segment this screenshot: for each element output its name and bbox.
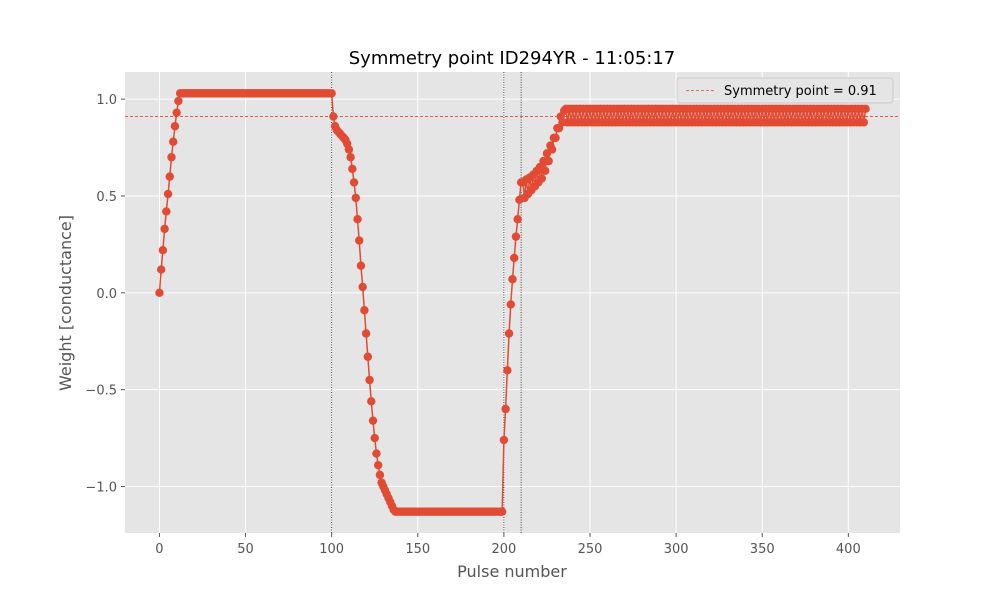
data-point: [346, 153, 355, 162]
data-point: [355, 236, 364, 245]
data-point: [373, 461, 383, 470]
grid-lines: [125, 72, 900, 533]
data-point: [499, 435, 509, 445]
data-point: [372, 449, 381, 458]
vertical-markers: [331, 72, 522, 533]
data-point: [513, 215, 522, 224]
x-tick-label: 150: [405, 542, 430, 557]
x-tick-label: 100: [319, 542, 344, 557]
data-point: [360, 306, 369, 315]
x-tick-label: 300: [664, 542, 689, 557]
data-point: [503, 366, 512, 375]
data-point: [511, 232, 521, 241]
x-tick-label: 0: [155, 542, 163, 557]
data-point: [537, 174, 546, 183]
x-tick-label: 200: [491, 542, 516, 557]
data-point: [510, 253, 519, 263]
data-point: [368, 416, 378, 425]
data-series: [155, 89, 870, 516]
x-tick-label: 50: [237, 542, 254, 557]
data-point: [367, 397, 376, 406]
data-point: [541, 166, 550, 175]
data-point: [508, 275, 517, 284]
data-point: [358, 282, 367, 292]
x-axis-ticks: 0 50 100 150 200 250 300 350 400: [155, 533, 861, 557]
data-point: [167, 153, 176, 162]
legend: Symmetry point = 0.91: [676, 77, 894, 104]
y-axis-label: Weight [conductance]: [56, 215, 75, 391]
data-point: [344, 145, 354, 154]
data-point: [348, 164, 357, 174]
y-tick-label: −0.5: [85, 384, 117, 399]
data-point: [370, 433, 379, 443]
data-point: [170, 122, 180, 131]
data-point: [353, 215, 362, 224]
data-point: [361, 329, 371, 338]
data-point: [174, 96, 183, 106]
data-point: [158, 246, 168, 255]
data-point: [162, 207, 171, 216]
data-point: [356, 261, 366, 270]
data-point: [861, 104, 870, 114]
data-point: [163, 189, 173, 199]
y-tick-label: 0.5: [96, 190, 117, 205]
data-point: [544, 156, 553, 166]
data-point: [169, 137, 178, 146]
data-point: [155, 288, 164, 298]
x-tick-label: 250: [578, 542, 603, 557]
data-point: [172, 108, 181, 117]
data-point: [375, 470, 385, 480]
x-axis-label: Pulse number: [457, 562, 567, 581]
y-tick-label: 1.0: [96, 93, 117, 108]
y-tick-label: 0.0: [96, 287, 117, 302]
data-point: [327, 89, 336, 98]
legend-label: Symmetry point = 0.91: [724, 84, 877, 99]
data-point: [504, 329, 514, 338]
chart-title: Symmetry point ID294YR - 11:05:17: [349, 48, 676, 69]
x-tick-label: 400: [836, 542, 861, 557]
data-point: [160, 224, 169, 234]
data-point: [547, 145, 557, 154]
data-point: [506, 300, 515, 309]
data-point: [329, 112, 338, 121]
data-point: [351, 193, 360, 203]
data-point: [365, 375, 374, 385]
data-point: [156, 265, 166, 274]
data-point: [859, 118, 869, 127]
data-point: [349, 178, 359, 187]
data-point: [165, 172, 174, 181]
data-point: [497, 507, 507, 516]
data-point: [501, 404, 510, 414]
y-tick-label: −1.0: [85, 481, 117, 496]
legend-box: [676, 77, 894, 104]
x-tick-label: 350: [750, 542, 775, 557]
data-point: [363, 352, 373, 361]
data-point: [551, 133, 560, 143]
y-axis-ticks: −1.0 −0.5 0.0 0.5 1.0: [85, 93, 125, 496]
